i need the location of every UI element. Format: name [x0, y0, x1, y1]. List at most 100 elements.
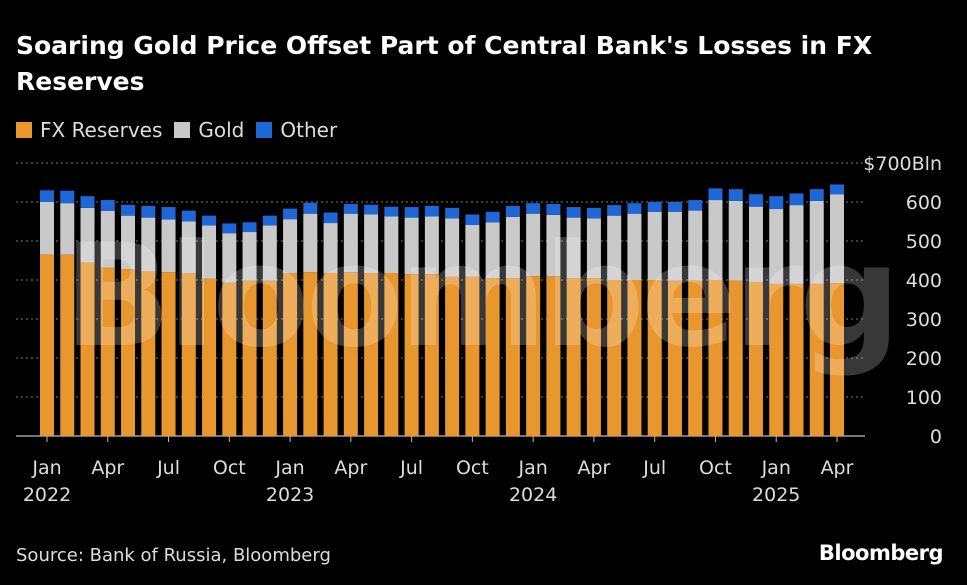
bar-segment-gold [364, 214, 379, 273]
x-axis: Jan 2022 Apr Jul Oct Jan 2023 Apr Jul Oct Jan 2024 A… [23, 436, 854, 506]
bar-segment-other [60, 190, 75, 204]
bar-segment-fx [40, 254, 54, 436]
bar-segment-other [546, 203, 561, 215]
bar-segment-fx [303, 272, 318, 436]
bar-segment-gold [445, 218, 460, 277]
bar-segment-other [607, 205, 622, 216]
y-tick-label: 500 [906, 231, 942, 253]
bar-segment-gold [262, 225, 277, 281]
bar-segment-gold [546, 214, 561, 277]
bar-segment-other [404, 207, 419, 218]
bar-segment-gold [222, 233, 237, 283]
bar-segment-other [80, 196, 95, 208]
bar-segment-fx [181, 272, 196, 436]
bloomberg-logo: Bloomberg [818, 541, 944, 565]
bar-segment-gold [202, 225, 217, 279]
x-tick-label: Jan [274, 457, 304, 479]
bar-segment-gold [789, 205, 804, 284]
x-tick-label: Jul [399, 457, 423, 479]
bar-segment-fx [566, 278, 581, 436]
y-axis: 0 100 200 300 400 500 600 $700Bln [863, 153, 942, 448]
bar-segment-fx [485, 278, 500, 436]
source-note: Source: Bank of Russia, Bloomberg [16, 545, 331, 566]
bar-segment-fx [202, 278, 217, 436]
bar-segment-gold [627, 213, 642, 280]
bar-segment-fx [121, 269, 136, 436]
bar-segment-fx [60, 254, 75, 436]
bar-segment-gold [80, 207, 95, 263]
y-tick-label: 100 [906, 387, 942, 409]
bar-segment-gold [667, 211, 682, 281]
legend-swatch-gold [174, 122, 191, 138]
bar-segment-other [748, 194, 763, 207]
bar-segment-fx [627, 280, 642, 436]
bar-segment-gold [830, 194, 844, 284]
bar-segment-fx [242, 280, 257, 436]
bar-segment-gold [708, 200, 723, 280]
bar-segment-gold [100, 210, 115, 268]
legend-item-gold: Gold [174, 118, 244, 142]
bar-segment-fx [404, 274, 419, 436]
bar-segment-fx [789, 283, 804, 436]
bar-segment-fx [323, 272, 338, 436]
bar-segment-other [222, 223, 237, 234]
bar-segment-gold [586, 218, 601, 279]
y-tick-label: 200 [906, 348, 942, 370]
legend-swatch-other [256, 122, 273, 138]
bar-segment-gold [40, 202, 54, 255]
y-tick-label: 400 [906, 270, 942, 292]
x-tick-label: Oct [699, 457, 732, 479]
bar-segment-gold [769, 209, 784, 284]
bar-segment-gold [728, 200, 743, 281]
legend-label-gold: Gold [198, 118, 245, 142]
legend: FX Reserves Gold Other [16, 116, 349, 144]
legend-label-fx: FX Reserves [40, 118, 163, 142]
bar-segment-other [242, 222, 257, 233]
bar-segment-fx [424, 274, 439, 436]
bar-segment-gold [323, 223, 338, 273]
bar-segment-other [526, 203, 541, 214]
bar-segment-other [364, 204, 379, 215]
bar-segment-other [161, 207, 176, 220]
x-tick-label: Jul [156, 457, 180, 479]
bar-segment-gold [647, 211, 662, 280]
bar-segment-other [283, 208, 298, 220]
watermark: Bloomberg [63, 214, 897, 379]
bar-segment-other [141, 205, 156, 218]
bar-segment-gold [526, 213, 541, 277]
bar-segment-gold [748, 206, 763, 282]
bar-segment-fx [445, 276, 460, 436]
legend-label-other: Other [280, 118, 338, 142]
bar-segment-fx [465, 276, 480, 436]
bars [40, 184, 844, 436]
chart-title: Soaring Gold Price Offset Part of Centra… [16, 31, 873, 96]
bar-segment-gold [505, 216, 520, 279]
bar-segment-fx [728, 280, 743, 436]
bar-segment-gold [161, 219, 176, 273]
bar-segment-other [566, 207, 581, 218]
x-tick-year: 2022 [23, 484, 71, 506]
x-tick-label: Oct [456, 457, 489, 479]
bar-segment-fx [688, 280, 703, 436]
bar-segment-fx [667, 280, 682, 436]
bar-segment-other [424, 205, 439, 217]
x-tick-label: Apr [577, 457, 610, 479]
bar-segment-other [445, 207, 460, 219]
bar-segment-fx [262, 280, 277, 436]
y-tick-label: 0 [930, 426, 942, 448]
bar-segment-gold [566, 217, 581, 279]
gridlines [16, 162, 865, 437]
bar-segment-fx [748, 281, 763, 436]
bar-segment-gold [384, 216, 399, 273]
legend-item-other: Other [256, 118, 337, 142]
bar-segment-fx [100, 267, 115, 436]
bar-segment-other [465, 214, 480, 226]
bar-segment-other [384, 206, 399, 217]
bar-segment-other [789, 193, 804, 206]
bar-segment-fx [141, 271, 156, 436]
x-tick-label: Jan [31, 457, 61, 479]
bar-segment-gold [688, 210, 703, 281]
bar-segment-other [728, 189, 743, 201]
bar-segment-fx [647, 280, 662, 436]
